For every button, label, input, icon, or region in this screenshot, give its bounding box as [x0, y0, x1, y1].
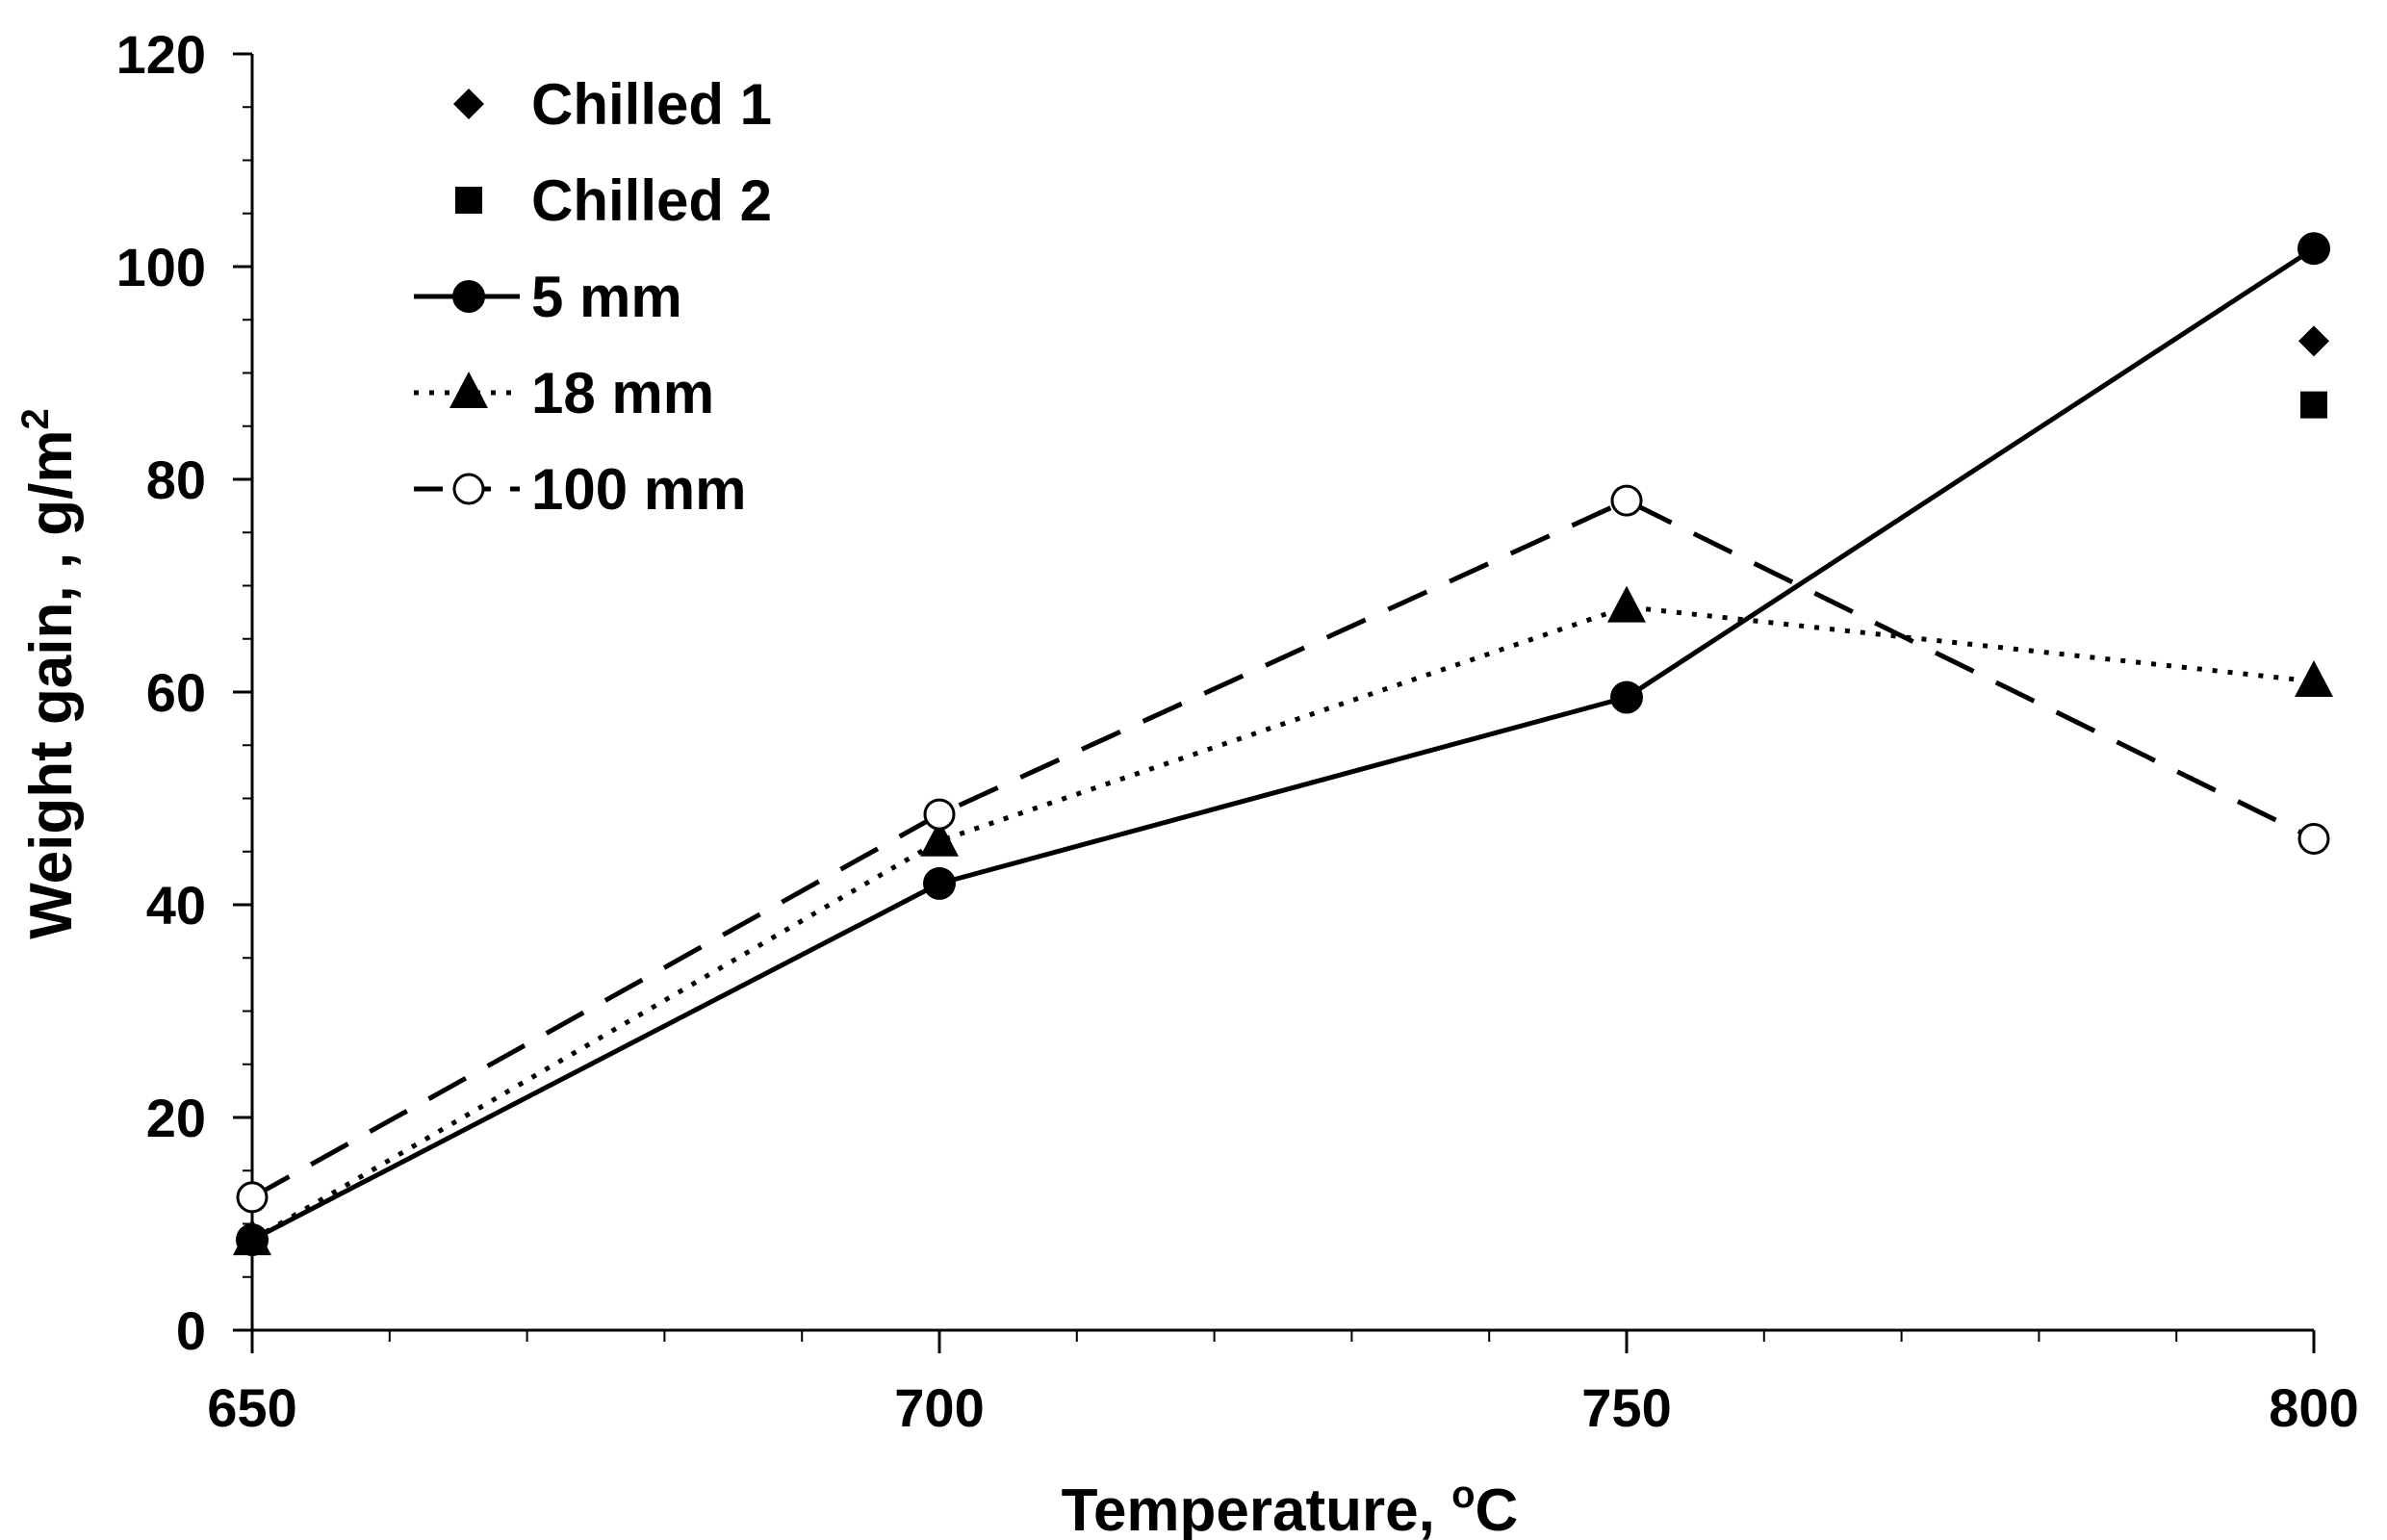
- point-18-mm: [2295, 659, 2333, 697]
- axes: 0 20 40 60 80 100 120 650 700 750 800: [116, 24, 2359, 1438]
- series-layer: [233, 232, 2333, 1257]
- y-tick-label: 100: [116, 237, 206, 297]
- point-18-mm: [233, 1219, 271, 1256]
- point-18-mm: [920, 819, 959, 857]
- legend-item-chilled-2: Chilled 2: [455, 168, 772, 233]
- legend-swatch-marker: [449, 372, 488, 408]
- legend-label: Chilled 1: [531, 72, 772, 137]
- legend-swatch-marker: [453, 89, 484, 119]
- legend: Chilled 1 Chilled 2 5 mm 18 mm 100 mm: [414, 72, 772, 522]
- legend-label: 5 mm: [531, 265, 682, 329]
- x-tick-label: 700: [894, 1377, 984, 1438]
- legend-swatch-marker: [455, 187, 482, 214]
- point-5-mm: [923, 866, 956, 900]
- point-chilled-1: [2298, 325, 2329, 357]
- y-tick-label: 40: [146, 875, 206, 936]
- y-axis-title: Weight gain, , g/m2: [14, 408, 85, 939]
- legend-label: 100 mm: [531, 457, 746, 522]
- y-axis-title-text: Weight gain, , g/m: [18, 429, 85, 938]
- series-line-100-mm: [250, 498, 2316, 1200]
- legend-item-100-mm: 100 mm: [414, 457, 746, 522]
- point-100-mm: [2297, 822, 2330, 855]
- x-tick-label: 750: [1581, 1377, 1671, 1438]
- series-line-5-mm: [250, 246, 2316, 1243]
- x-axis-title-sup: o: [1451, 1474, 1475, 1516]
- y-axis-title-sup: 2: [14, 408, 57, 429]
- point-100-mm: [1610, 484, 1643, 517]
- x-axis-title-text: Temperature,: [1062, 1477, 1451, 1540]
- legend-swatch-marker: [452, 280, 485, 313]
- legend-label: Chilled 2: [531, 168, 772, 233]
- y-tick-label: 0: [176, 1300, 206, 1361]
- legend-label: 18 mm: [531, 361, 714, 425]
- x-tick-label: 650: [207, 1377, 296, 1438]
- x-axis-title-unit: C: [1476, 1477, 1519, 1540]
- y-tick-label: 20: [146, 1088, 206, 1148]
- legend-item-chilled-1: Chilled 1: [453, 72, 772, 137]
- point-chilled-2: [2300, 391, 2327, 419]
- point-5-mm: [1610, 680, 1643, 714]
- legend-swatch-marker: [452, 473, 485, 505]
- point-100-mm: [236, 1181, 269, 1214]
- y-tick-label: 60: [146, 662, 206, 723]
- legend-item-5-mm: 5 mm: [414, 265, 682, 329]
- series-line-18-mm: [250, 604, 2315, 1243]
- point-5-mm: [2297, 232, 2330, 266]
- x-axis-title: Temperature, oC: [1062, 1474, 1519, 1540]
- x-tick-label: 800: [2269, 1377, 2358, 1438]
- y-tick-label: 80: [146, 449, 206, 510]
- point-18-mm: [1607, 585, 1646, 623]
- legend-item-18-mm: 18 mm: [414, 361, 714, 425]
- point-100-mm: [923, 798, 956, 831]
- y-tick-label: 120: [116, 24, 206, 85]
